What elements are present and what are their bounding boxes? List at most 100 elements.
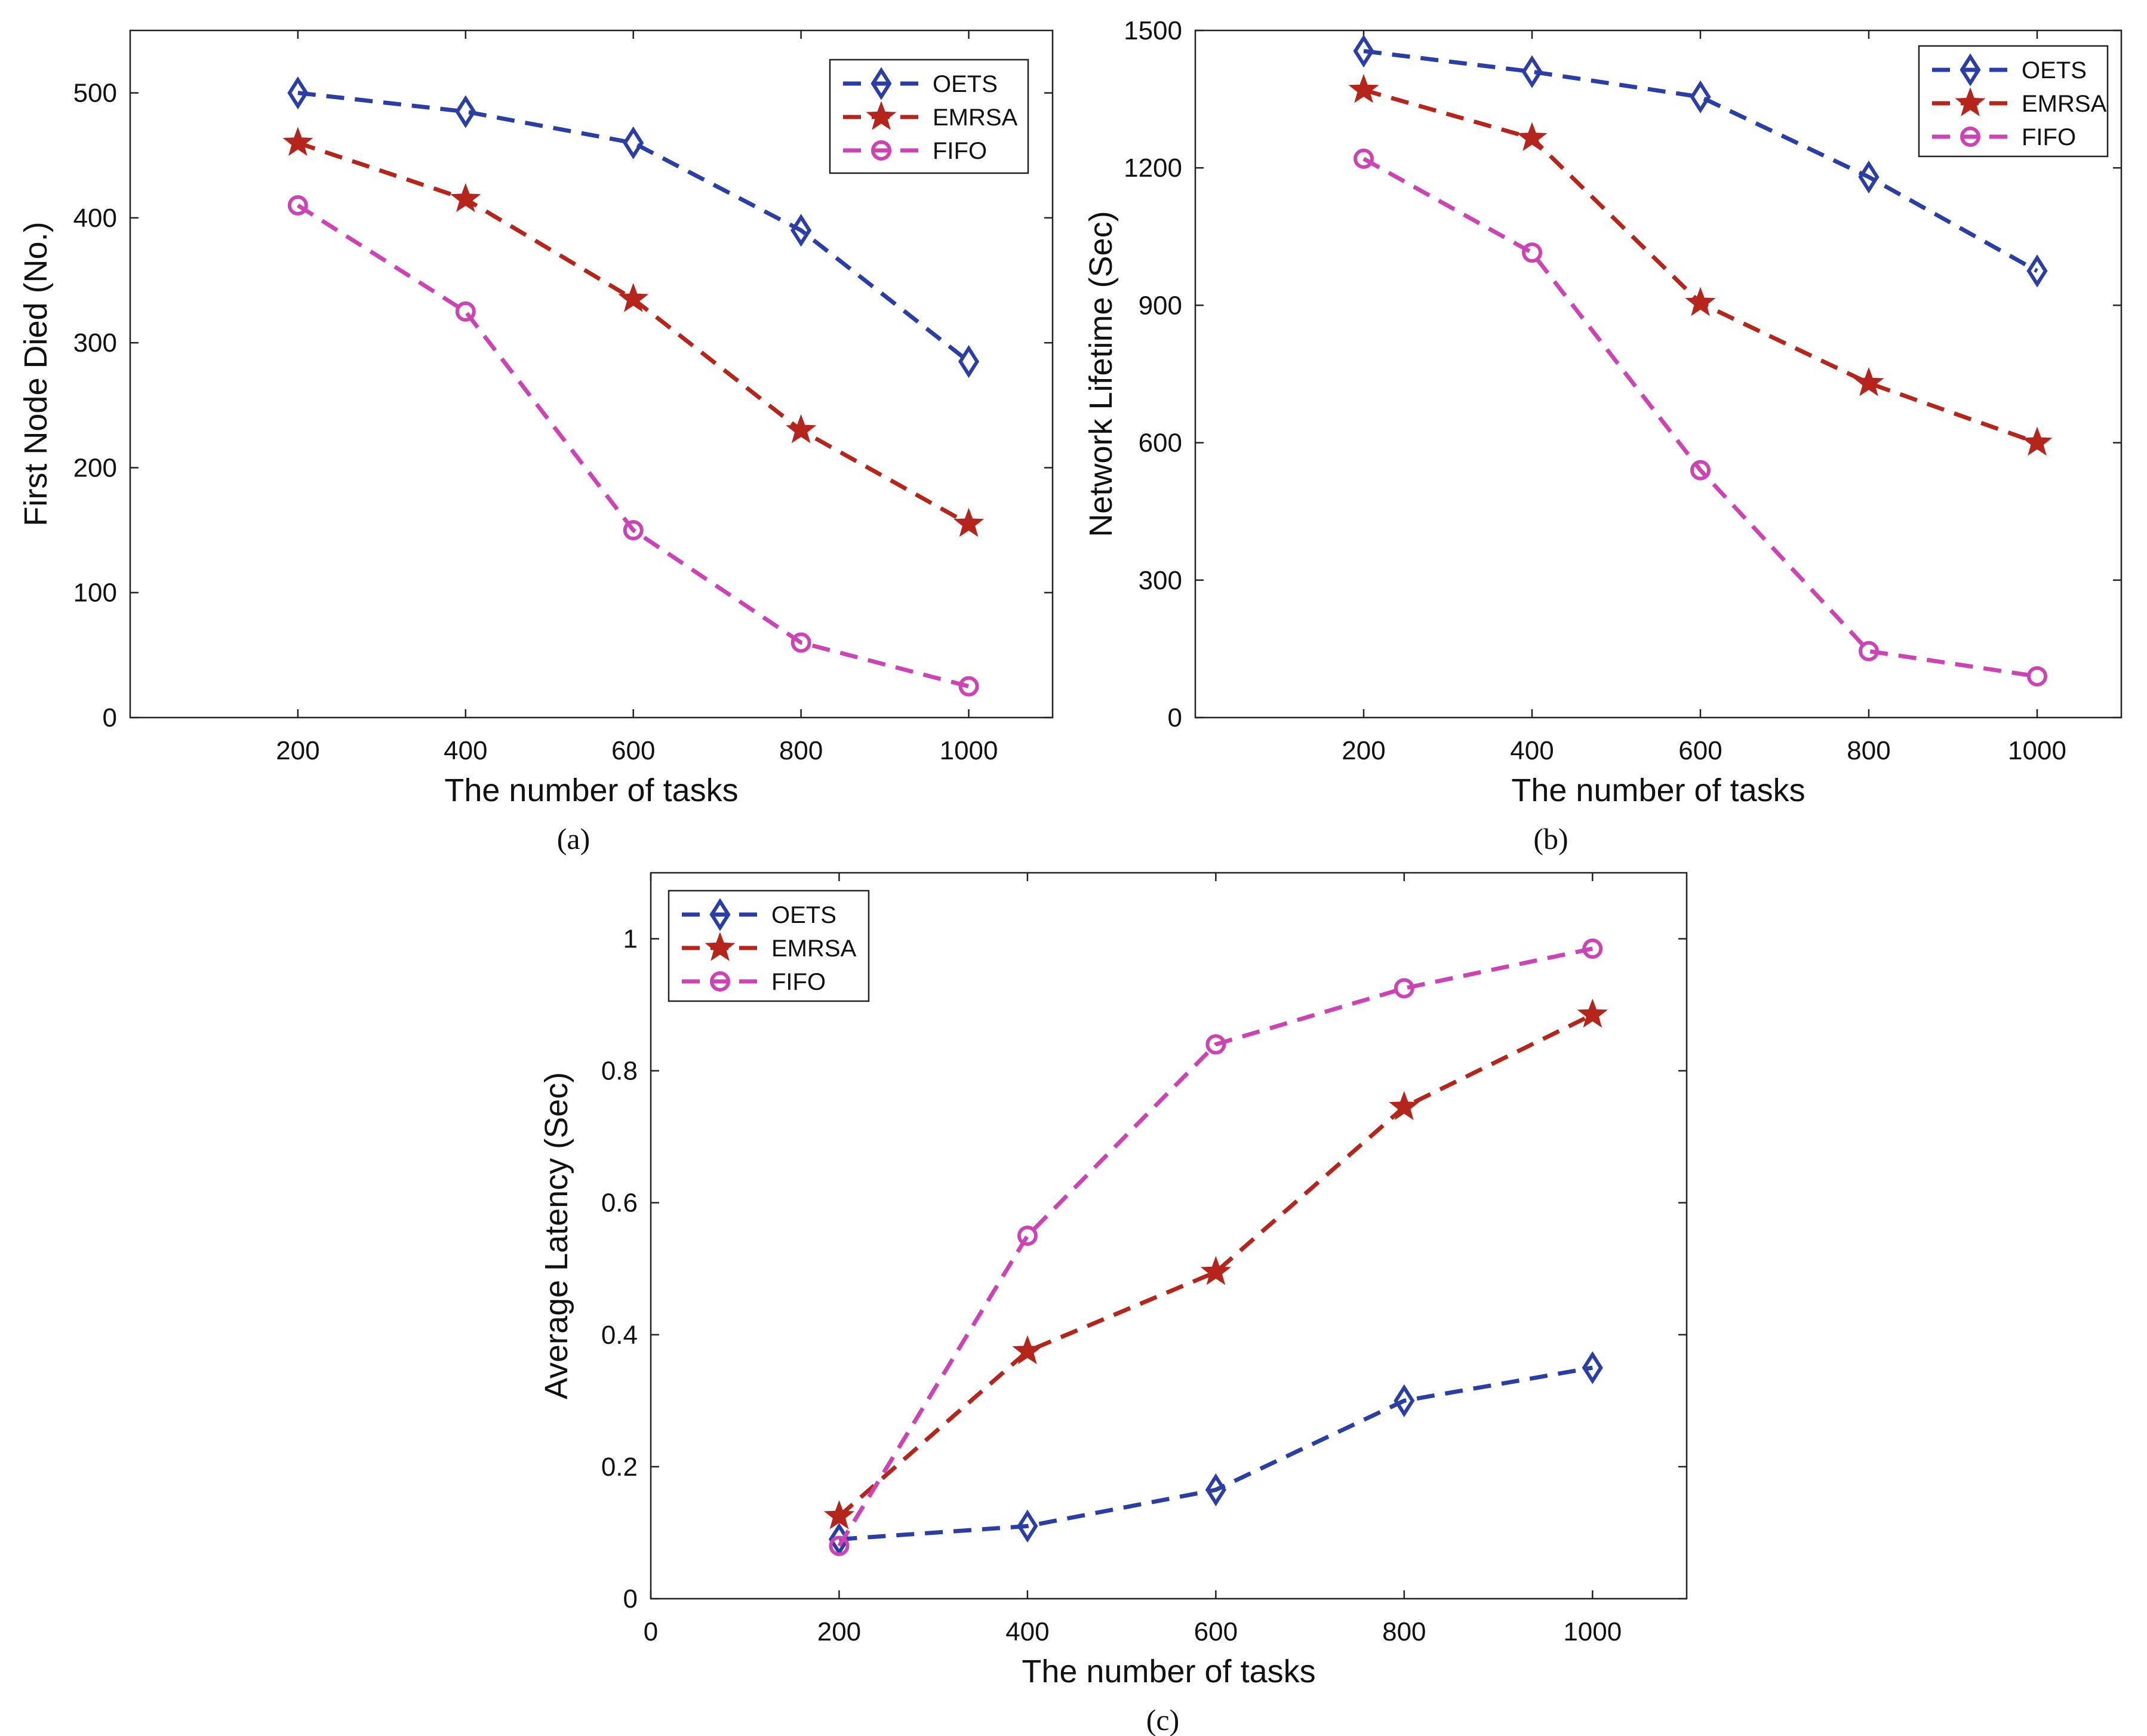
legend-top-right: OETS EMRSA FIFO [1918,45,2109,158]
fifo-point [2027,666,2047,687]
y-tick-label: 0.2 [601,1452,638,1482]
series-line-emrsa [297,140,970,526]
series-emrsa [823,998,1608,1529]
legend-label-emrsa: EMRSA [2022,91,2107,117]
oets-point [623,126,644,159]
y-tick-label: 500 [73,79,117,108]
legend-label-fifo: FIFO [771,969,826,995]
x-tick-label: 600 [611,736,655,765]
y-tick-label: 200 [73,453,117,482]
y-tick-label: 1200 [1124,153,1182,183]
y-tick-label: 0 [623,1584,638,1614]
series-oets [1353,34,2048,288]
x-tick-label: 0 [644,1617,658,1646]
emrsa-point [1200,1255,1231,1285]
series-oets [287,76,980,378]
fifo-point [1690,460,1711,481]
fifo-point [1522,242,1542,263]
oets-point [1017,1509,1038,1543]
series-line-fifo [837,946,1594,1547]
chart-caption: (c) [1146,1703,1180,1736]
x-tick-label: 1000 [940,736,998,765]
emrsa-point [2022,426,2053,456]
emrsa-point [1577,998,1608,1028]
series-emrsa [1348,73,2053,456]
oets-point [1353,34,1374,68]
y-tick-label: 600 [1139,429,1182,458]
fifo-point [1205,1034,1226,1055]
chart-b: 200 400 600 800 1000 0 300 600 900 1200 1500 The nu… [1083,16,2123,855]
fifo-point [623,520,644,541]
oets-point [1521,55,1543,88]
y-tick-label: 0.8 [601,1057,638,1086]
x-tick-label: 600 [1678,736,1722,765]
series-line-emrsa [838,1012,1594,1518]
legend-label-oets: OETS [2022,57,2087,84]
legend-fifo-point [1960,127,1980,147]
x-tick-label: 400 [1510,736,1554,765]
fifo-point [1859,641,1879,661]
x-tick-label: 800 [1847,736,1890,765]
y-tick-label: 1500 [1124,16,1182,45]
chart-c: 0 200 400 600 800 1000 0 0.2 0.4 0.6 0.8 1 The numbe… [539,872,1688,1736]
fifo-point [1394,978,1414,999]
y-axis-label: Network Lifetime (Sec) [1083,211,1119,537]
oets-point [1858,160,1880,194]
legend-fifo-point [710,971,730,992]
oets-point [2026,254,2048,288]
legend-label-fifo: FIFO [2022,124,2076,150]
y-tick-label: 100 [73,578,117,608]
x-tick-label: 200 [276,736,319,765]
oets-point [287,76,309,110]
y-tick-label: 400 [73,204,117,233]
emrsa-point [1012,1335,1043,1365]
emrsa-point [1685,287,1716,316]
legend-fifo-point [871,140,891,161]
legend-oets-point [709,898,731,931]
legend-label-oets: OETS [933,71,998,97]
x-tick-label: 400 [444,736,487,765]
oets-point [958,344,980,378]
emrsa-point [953,507,985,537]
x-tick-label: 200 [817,1617,861,1646]
legend-box [668,889,870,1002]
fifo-point [455,301,476,322]
y-tick-label: 0 [1168,703,1182,732]
oets-point [1582,1351,1603,1384]
fifo-point [790,632,811,653]
legend-label-fifo: FIFO [933,138,987,164]
x-tick-label: 400 [1005,1617,1049,1646]
emrsa-point [1853,367,1884,396]
y-axis-label: First Node Died (No.) [18,221,54,526]
fifo-point [287,195,308,216]
x-axis-label: The number of tasks [1022,1654,1315,1689]
legend-emrsa-point [1955,87,1986,116]
series-fifo [287,195,979,697]
y-tick-label: 300 [73,328,117,358]
x-tick-label: 600 [1194,1617,1238,1646]
legend-label-emrsa: EMRSA [771,935,857,962]
oets-point [1205,1473,1226,1507]
series-emrsa [282,127,985,537]
legend-box [1918,45,2109,158]
fifo-point [1017,1226,1038,1246]
fifo-point [958,676,979,697]
emrsa-point [1348,73,1379,103]
emrsa-point [786,414,817,444]
oets-point [1690,80,1711,113]
legend-top-right: OETS EMRSA FIFO [829,59,1029,174]
emrsa-point [450,183,481,213]
y-tick-label: 0.6 [601,1189,638,1218]
fifo-point [829,1535,850,1556]
x-tick-label: 1000 [2008,736,2066,765]
oets-point [790,214,812,247]
emrsa-point [823,1500,855,1529]
legend-label-emrsa: EMRSA [933,104,1018,131]
series-line-fifo [297,204,970,689]
chart-a: 200 400 600 800 1000 0 100 200 300 400 500 The numb… [18,29,1054,855]
y-tick-label: 300 [1139,566,1182,595]
oets-point [455,95,476,128]
y-tick-label: 900 [1139,291,1182,320]
y-tick-label: 0 [103,703,117,732]
legend-box [829,59,1029,174]
